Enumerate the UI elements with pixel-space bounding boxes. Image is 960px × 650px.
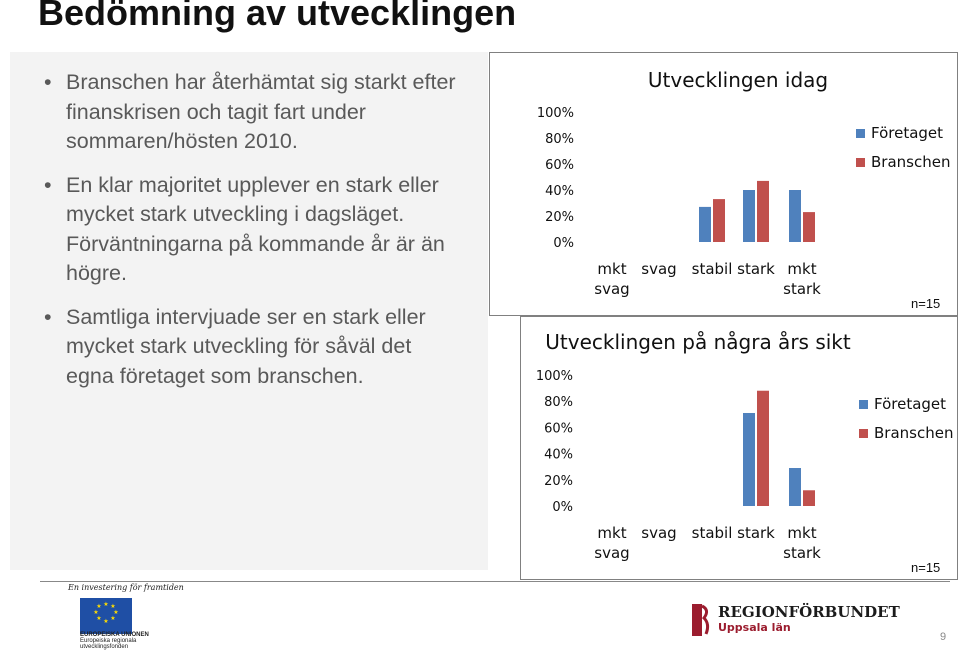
org-name: REGIONFÖRBUNDET <box>718 603 900 621</box>
svg-text:★: ★ <box>96 603 101 610</box>
regionforbundet-logo-icon <box>692 604 710 636</box>
x-category-label: mkt <box>597 260 626 278</box>
x-category-label: stabil <box>692 524 733 542</box>
bar-branschen <box>803 490 815 506</box>
legend-swatch <box>859 429 868 438</box>
bar-branschen <box>757 390 769 506</box>
eu-text-line: utvecklingsfonden <box>80 644 129 650</box>
legend-swatch <box>856 158 865 167</box>
bar-branschen <box>757 180 769 242</box>
bar-företaget <box>789 190 801 242</box>
x-category-label: svag <box>641 260 676 278</box>
legend-swatch <box>856 129 865 138</box>
eu-flag-icon: ★ ★ ★ ★ ★ ★ ★ ★ <box>80 598 132 634</box>
bullet-list: Branschen har återhämtat sig starkt efte… <box>40 68 460 405</box>
legend-label: Företaget <box>874 395 946 413</box>
chart-title: Utvecklingen idag <box>648 68 828 92</box>
legend-label: Branschen <box>871 153 950 171</box>
bar-företaget <box>789 468 801 506</box>
y-tick-label: 100% <box>537 106 574 121</box>
legend-label: Branschen <box>874 424 953 442</box>
chart-title: Utvecklingen på några års sikt <box>545 330 851 354</box>
eu-text-line: Europeiska regionala <box>80 638 137 644</box>
chart-svg: Utvecklingen idag0%20%40%60%80%100%mktsv… <box>537 68 951 311</box>
svg-text:★: ★ <box>96 615 101 622</box>
x-category-label: svag <box>641 524 676 542</box>
x-category-label: mkt <box>787 524 816 542</box>
chart-utvecklingen-idag: Utvecklingen idag 0% 20% 40% 60% 80% 100% mkt sv… <box>489 52 958 316</box>
org-sub: Uppsala län <box>718 621 791 634</box>
svg-text:★: ★ <box>103 601 108 608</box>
x-category-label: stark <box>737 260 775 278</box>
y-tick-label: 40% <box>545 184 574 199</box>
bullet-item: Branschen har återhämtat sig starkt efte… <box>40 68 460 157</box>
svg-text:★: ★ <box>103 618 108 625</box>
chart-utvecklingen-sikt: Utvecklingen på några års sikt 0% 20% 40% 60… <box>520 316 958 580</box>
x-category-label: mkt <box>787 260 816 278</box>
sample-size-note: n=15 <box>911 560 940 575</box>
x-category-label: mkt <box>597 524 626 542</box>
chart-svg: Utvecklingen på några års sikt 0% 20% 40% 60… <box>536 330 954 575</box>
y-tick-label: 20% <box>545 210 574 225</box>
eu-tagline: En investering för framtiden <box>68 583 184 592</box>
bar-branschen <box>803 212 815 242</box>
page-number: 9 <box>940 631 947 643</box>
y-tick-label: 0% <box>553 236 574 251</box>
sample-size-note: n=15 <box>911 296 940 311</box>
svg-text:★: ★ <box>113 609 118 616</box>
y-tick-label: 0% <box>552 500 573 515</box>
legend-swatch <box>859 400 868 409</box>
bar-branschen <box>713 199 725 242</box>
y-tick-label: 60% <box>545 158 574 173</box>
bullet-item: Samtliga intervjuade ser en stark eller … <box>40 303 460 392</box>
x-category-label: svag <box>594 544 629 562</box>
legend-label: Företaget <box>871 124 943 142</box>
y-tick-label: 60% <box>544 421 573 436</box>
y-tick-label: 80% <box>545 132 574 147</box>
eu-text-line: EUROPEISKA UNIONEN <box>80 632 149 638</box>
x-category-label: stark <box>783 544 821 562</box>
bar-företaget <box>743 190 755 242</box>
svg-text:★: ★ <box>93 609 98 616</box>
footer-divider <box>40 581 950 582</box>
x-category-label: svag <box>594 280 629 298</box>
x-category-label: stabil <box>692 260 733 278</box>
svg-text:★: ★ <box>110 615 115 622</box>
y-tick-label: 40% <box>544 448 573 463</box>
bar-företaget <box>699 206 711 242</box>
y-tick-label: 20% <box>544 474 573 489</box>
y-tick-label: 100% <box>536 369 573 384</box>
x-category-label: stark <box>783 280 821 298</box>
bullet-item: En klar majoritet upplever en stark elle… <box>40 171 460 289</box>
y-tick-label: 80% <box>544 395 573 410</box>
bar-företaget <box>743 412 755 506</box>
x-category-label: stark <box>737 524 775 542</box>
slide-title: Bedömning av utvecklingen <box>38 0 517 33</box>
eu-text: EUROPEISKA UNIONEN Europeiska regionala … <box>80 632 149 650</box>
svg-text:★: ★ <box>110 603 115 610</box>
